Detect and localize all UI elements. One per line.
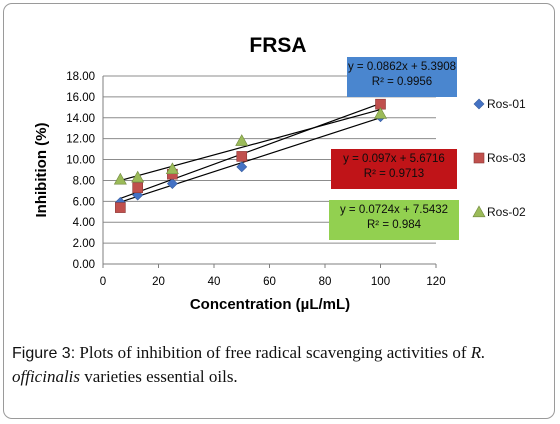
trendline-ros-02 [120, 109, 381, 182]
data-point-ros-02 [131, 170, 145, 183]
y-tick-label: 2.00 [73, 238, 95, 250]
legend-marker-layer [472, 98, 486, 218]
x-tick-label: 20 [152, 276, 165, 288]
x-tick-label: 0 [100, 276, 106, 288]
x-tick-label: 120 [426, 276, 445, 288]
y-tick-label: 10.00 [66, 155, 95, 167]
y-tick-label: 0.00 [73, 259, 95, 271]
y-tick-label: 14.00 [66, 113, 95, 125]
chart-title: FRSA [249, 34, 306, 57]
caption-italic: R. officinalis [12, 343, 486, 386]
legend-label-ros-02: Ros-02 [487, 205, 526, 219]
legend-label-ros-03: Ros-03 [487, 151, 526, 165]
equation-box-ros-02: y = 0.0724x + 7.5432 R² = 0.984 [329, 200, 459, 240]
x-tick-label: 60 [263, 276, 276, 288]
legend-marker-ros-01 [473, 98, 485, 110]
trendline-layer [120, 102, 381, 203]
caption-text-before: Plots of inhibition of free radical scav… [75, 343, 471, 362]
y-tick-label: 16.00 [66, 92, 95, 104]
marker-layer [113, 98, 388, 213]
equation-ros-02: y = 0.0724x + 7.5432 [339, 204, 449, 216]
y-tick-label: 4.00 [73, 217, 95, 229]
x-tick-label: 40 [208, 276, 221, 288]
data-point-ros-03 [132, 182, 143, 194]
figure-frame [3, 3, 555, 419]
equation-ros-01: y = 0.0862x + 5.3908 [347, 61, 457, 73]
legend-label-ros-01: Ros-01 [487, 97, 526, 111]
data-point-ros-02 [113, 172, 127, 185]
data-point-ros-01 [236, 161, 248, 173]
equation-box-ros-03: y = 0.097x + 5.6716 R² = 0.9713 [331, 149, 457, 189]
axis-layer: 0.00 2.00 4.00 6.00 8.00 10.00 12.00 14.00 16.00… [66, 71, 445, 288]
x-axis-label: Concentration (µL/mL) [190, 296, 350, 313]
legend-marker-ros-03 [473, 152, 485, 164]
data-point-ros-03 [236, 151, 248, 162]
x-tick-label: 80 [319, 276, 332, 288]
r2-ros-03: R² = 0.9713 [363, 168, 425, 180]
data-point-ros-02 [165, 162, 179, 175]
r2-ros-02: R² = 0.984 [366, 219, 422, 231]
y-axis-label: Inhibition (%) [33, 123, 50, 218]
y-tick-label: 18.00 [66, 71, 95, 83]
data-point-ros-02 [373, 106, 388, 119]
caption-text-after: varieties essential oils. [80, 367, 238, 386]
chart-area: FRSA Inhibition (%) Concentration (µL/mL… [33, 34, 486, 313]
x-tick-label: 100 [371, 276, 390, 288]
data-point-ros-03 [115, 202, 126, 213]
y-tick-label: 6.00 [73, 196, 95, 208]
trendline-ros-01 [120, 117, 381, 203]
data-point-ros-02 [235, 134, 249, 146]
data-point-ros-01 [166, 178, 178, 190]
y-tick-label: 8.00 [73, 175, 95, 187]
y-tick-label: 12.00 [66, 134, 95, 146]
trendline-ros-03 [120, 102, 381, 199]
r2-ros-01: R² = 0.9956 [371, 76, 433, 88]
equation-ros-03: y = 0.097x + 5.6716 [343, 153, 445, 165]
figure-caption: Figure 3: Plots of inhibition of free ra… [12, 341, 548, 388]
chart-svg: FRSA Inhibition (%) Concentration (µL/mL… [33, 34, 486, 313]
caption-lead: Figure 3: [12, 345, 76, 362]
equation-box-ros-01: y = 0.0862x + 5.3908 R² = 0.9956 [347, 57, 457, 97]
legend-marker-ros-02 [472, 205, 486, 218]
